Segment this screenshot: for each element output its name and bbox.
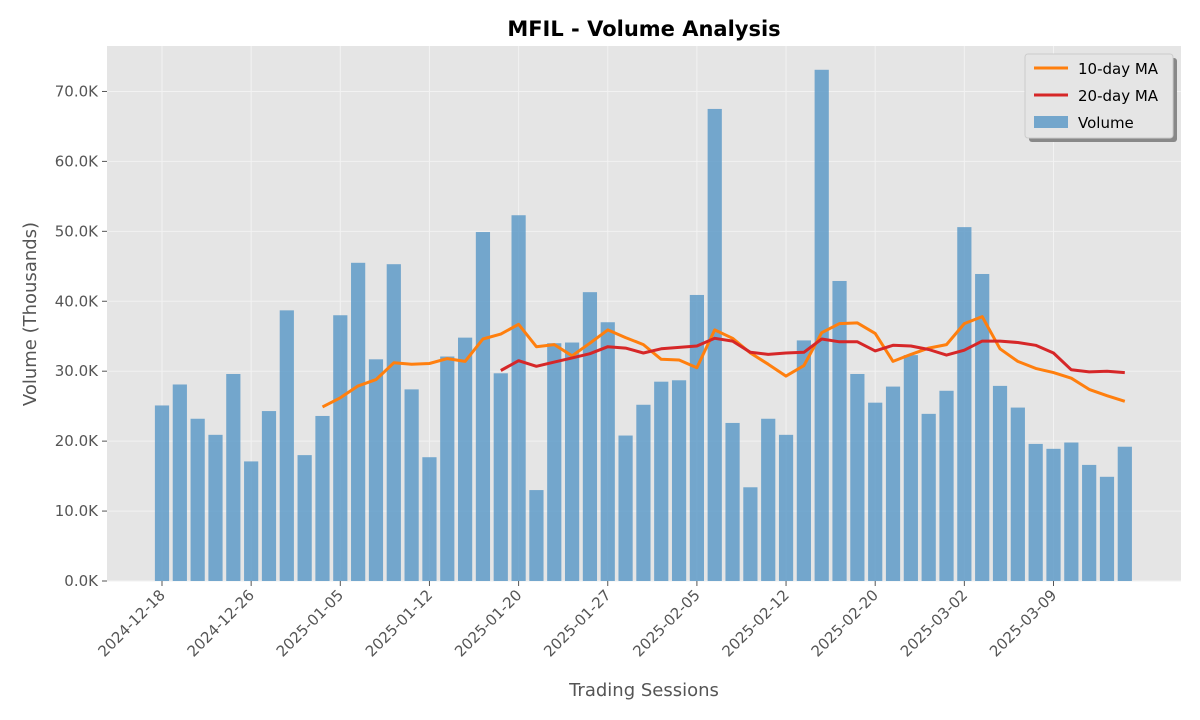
volume-bar bbox=[458, 337, 473, 581]
volume-bar bbox=[475, 232, 491, 582]
volume-bar bbox=[1064, 442, 1079, 581]
volume-bar bbox=[351, 262, 366, 581]
volume-bar bbox=[778, 434, 794, 581]
y-axis-label: Volume (Thousands) bbox=[20, 222, 41, 406]
volume-bar bbox=[244, 461, 259, 581]
legend-label-10-day-ma: 10-day MA bbox=[1078, 60, 1159, 78]
x-axis-label: Trading Sessions bbox=[568, 680, 719, 701]
x-tick-label: 2025-03-09 bbox=[986, 586, 1060, 660]
10-day-ma-line bbox=[321, 315, 1126, 409]
volume-bar bbox=[404, 389, 419, 581]
volume-bar bbox=[1099, 476, 1115, 581]
volume-bar bbox=[190, 418, 205, 581]
volume-bar bbox=[921, 413, 936, 581]
x-tick-label: 2025-01-20 bbox=[451, 586, 525, 660]
volume-bars bbox=[154, 69, 1132, 582]
x-tick-label: 2025-02-20 bbox=[808, 586, 882, 660]
volume-bar bbox=[1046, 448, 1061, 581]
volume-bar bbox=[368, 359, 384, 581]
volume-bar bbox=[172, 384, 187, 581]
volume-bar bbox=[1117, 446, 1132, 581]
volume-bar bbox=[154, 405, 170, 581]
volume-bar bbox=[315, 415, 330, 581]
volume-bar bbox=[636, 404, 651, 581]
x-tick-label: 2025-03-02 bbox=[897, 586, 971, 660]
x-tick-label: 2025-01-27 bbox=[540, 586, 614, 660]
x-tick-label: 2025-01-12 bbox=[362, 586, 436, 660]
y-tick-label: 70.0K bbox=[55, 82, 99, 100]
volume-bar bbox=[493, 373, 508, 581]
y-tick-label: 30.0K bbox=[55, 362, 99, 380]
legend-swatch-volume bbox=[1034, 116, 1068, 128]
volume-bar bbox=[992, 385, 1008, 581]
y-tick-label: 20.0K bbox=[55, 432, 99, 450]
20-day-ma-line bbox=[500, 336, 1125, 375]
legend-label-volume: Volume bbox=[1078, 114, 1134, 132]
volume-bar bbox=[547, 343, 562, 581]
volume-bar bbox=[903, 355, 918, 581]
y-tick-label: 10.0K bbox=[55, 502, 99, 520]
x-tick-label: 2025-02-05 bbox=[629, 586, 703, 660]
x-tick-label: 2025-02-12 bbox=[718, 586, 792, 660]
y-tick-label: 50.0K bbox=[55, 222, 99, 240]
volume-bar bbox=[832, 280, 847, 581]
volume-bar bbox=[261, 411, 277, 581]
volume-bar bbox=[689, 294, 704, 581]
volume-bar bbox=[885, 386, 901, 581]
legend-label-20-day-ma: 20-day MA bbox=[1078, 87, 1159, 105]
volume-bar bbox=[422, 457, 437, 581]
volume-bar bbox=[796, 340, 811, 581]
y-tick-label: 0.0K bbox=[64, 572, 99, 590]
volume-bar bbox=[386, 264, 401, 581]
volume-bar bbox=[868, 402, 883, 581]
volume-bar bbox=[707, 108, 722, 582]
volume-bar bbox=[618, 435, 633, 581]
y-tick-label: 40.0K bbox=[55, 292, 99, 310]
volume-bar bbox=[333, 315, 348, 581]
volume-bar bbox=[1082, 464, 1097, 581]
volume-bar bbox=[440, 356, 455, 581]
volume-bar bbox=[671, 380, 687, 581]
legend: 10-day MA 20-day MA Volume bbox=[1024, 53, 1177, 142]
volume-bar bbox=[939, 390, 954, 581]
volume-bar bbox=[600, 322, 615, 581]
y-tick-label: 60.0K bbox=[55, 152, 99, 170]
volume-bar bbox=[297, 455, 312, 581]
volume-bar bbox=[582, 292, 598, 581]
volume-bar bbox=[529, 490, 544, 581]
volume-bar bbox=[654, 381, 669, 581]
moving-average-lines bbox=[321, 315, 1126, 409]
x-axis-ticks: 2024-12-18 2024-12-26 2025-01-05 2025-01-12… bbox=[94, 581, 1060, 660]
volume-bar bbox=[1028, 443, 1043, 581]
volume-bar bbox=[850, 373, 865, 581]
volume-bar bbox=[725, 422, 740, 581]
chart-title: MFIL - Volume Analysis bbox=[507, 17, 780, 41]
volume-bar bbox=[814, 69, 829, 582]
x-tick-label: 2024-12-18 bbox=[94, 586, 168, 660]
volume-bar bbox=[279, 310, 294, 581]
x-tick-label: 2024-12-26 bbox=[184, 586, 258, 660]
y-axis-ticks: 0.0K 10.0K 20.0K 30.0K 40.0K 50.0K 60.0K 70.0K bbox=[55, 82, 107, 590]
volume-bar bbox=[208, 434, 223, 581]
volume-bar bbox=[226, 373, 241, 581]
x-tick-label: 2025-01-05 bbox=[273, 586, 347, 660]
volume-bar bbox=[511, 215, 526, 582]
volume-bar bbox=[743, 487, 758, 581]
volume-bar bbox=[761, 418, 776, 581]
volume-bar bbox=[957, 227, 972, 581]
volume-bar bbox=[564, 342, 580, 581]
volume-bar bbox=[1010, 407, 1025, 581]
volume-bar bbox=[975, 273, 990, 581]
